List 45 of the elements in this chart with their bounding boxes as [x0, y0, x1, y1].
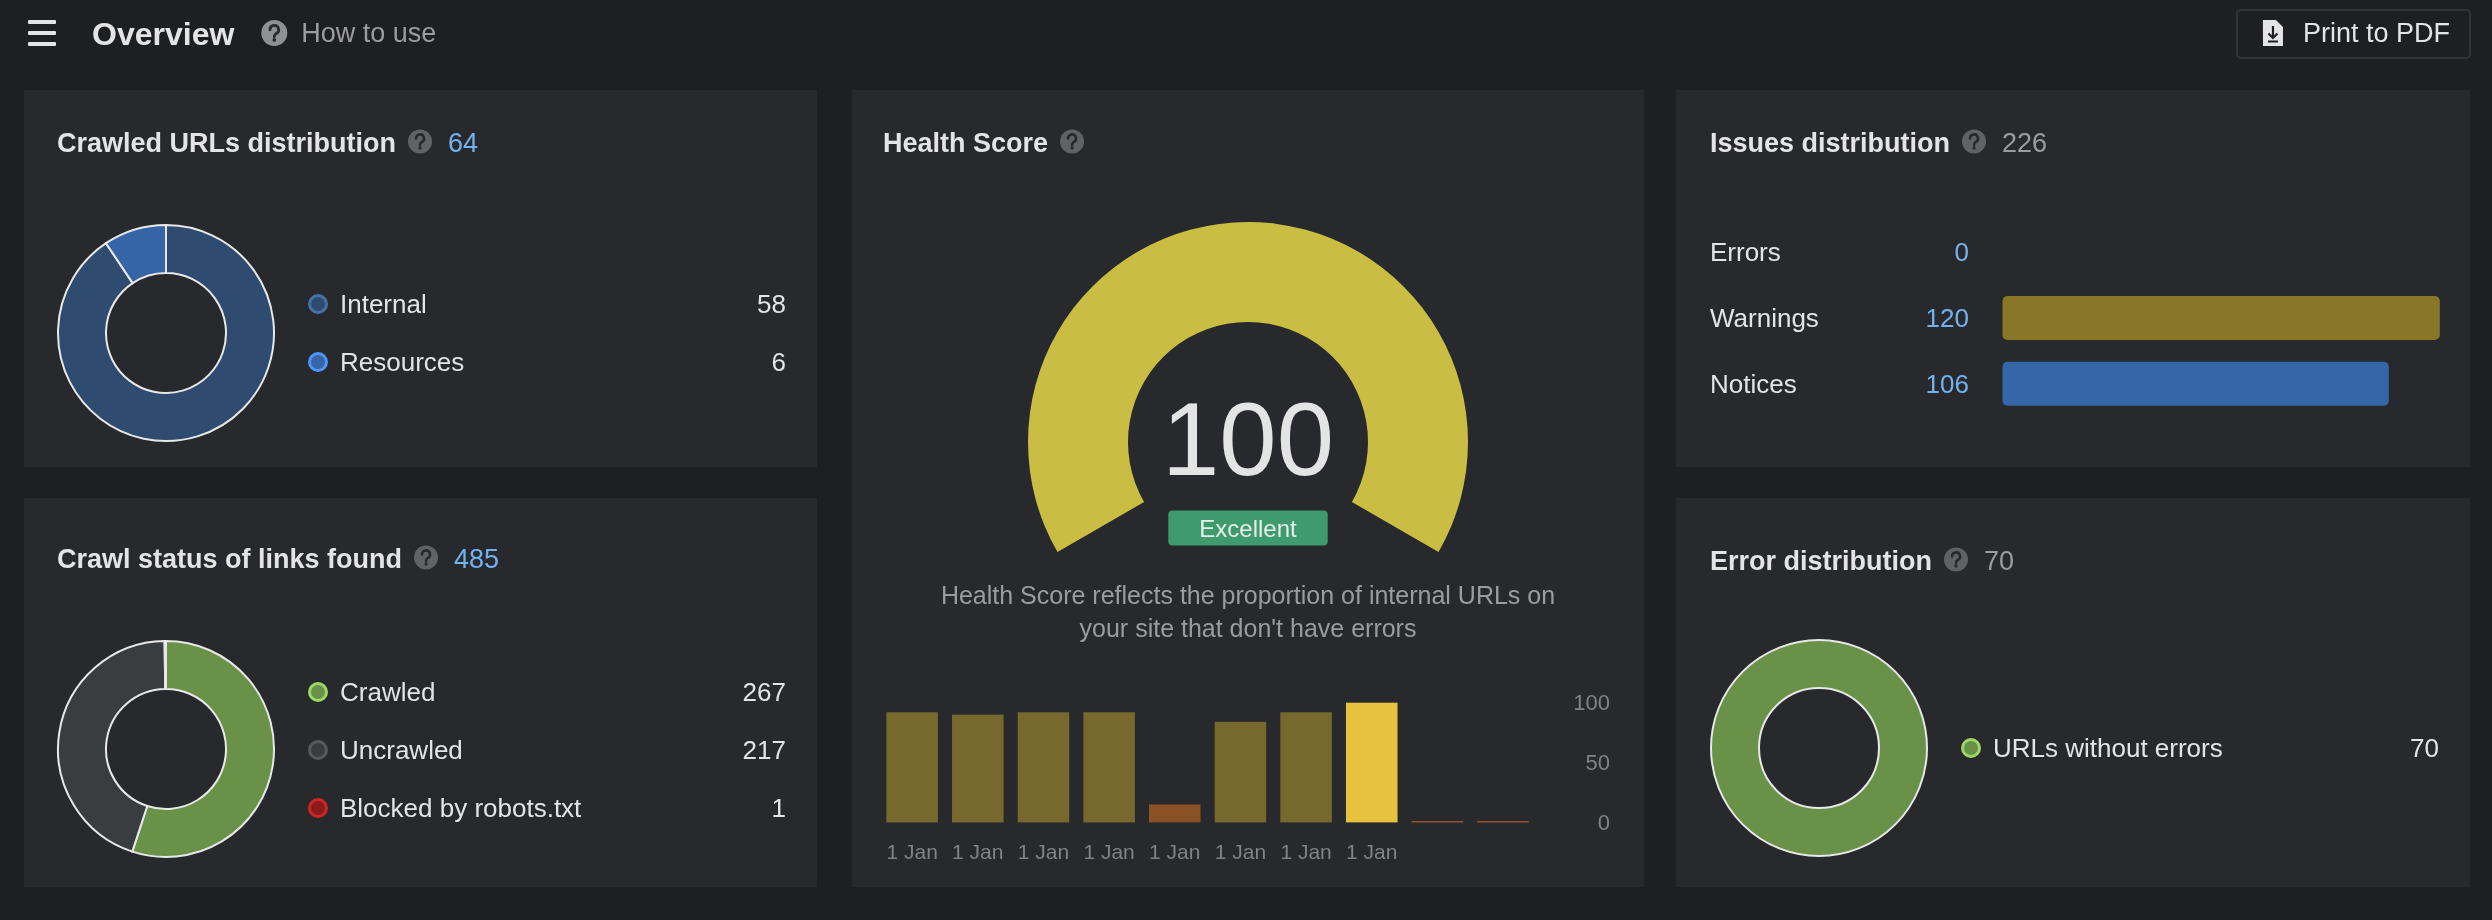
x-tick-label: 1 Jan	[886, 840, 938, 864]
chart-title: Health Score	[883, 128, 1049, 158]
y-tick-label: 50	[1585, 750, 1610, 776]
x-tick-label: 1 Jan	[1346, 840, 1398, 864]
bar	[1017, 712, 1070, 823]
chart-title: Crawled URLs distribution	[57, 128, 397, 158]
text: Health Score reflects the proportion of internal URLs on your site that don't have errors	[940, 581, 1556, 642]
bar	[1280, 712, 1332, 823]
legend-label: Crawled	[340, 677, 436, 708]
data-label: 267	[742, 677, 786, 708]
y-tick-label: 0	[1597, 810, 1610, 836]
legend-label: Internal	[340, 289, 427, 320]
donut-slice	[57, 224, 275, 442]
y-tick-label: 100	[1573, 690, 1610, 716]
bar	[1345, 702, 1398, 823]
x-tick-label: 1 Jan	[1214, 840, 1267, 864]
chart-subtitle: 70	[1984, 546, 2015, 576]
legend-label: URLs without errors	[1993, 733, 2223, 764]
bar	[1083, 712, 1135, 823]
text: Print to PDF	[2302, 18, 2451, 48]
text: How to use	[301, 18, 437, 48]
data-label: 1	[771, 793, 786, 824]
data-label: 6	[771, 347, 786, 378]
x-tick-label: 1 Jan	[1083, 840, 1135, 864]
chart-subtitle: 64	[448, 128, 479, 158]
chart-title: Error distribution	[1710, 546, 1932, 576]
x-tick-label: 1 Jan	[952, 840, 1004, 864]
data-label: 100	[1162, 382, 1334, 498]
legend-label: Uncrawled	[340, 735, 463, 766]
bar	[1214, 721, 1267, 823]
text: Overview	[92, 16, 235, 52]
bar	[952, 714, 1004, 823]
chart-title: Crawl status of links found	[57, 544, 403, 574]
x-tick-label: 1 Jan	[1017, 840, 1070, 864]
x-tick-label: 1 Jan	[1149, 840, 1201, 864]
data-label: 217	[742, 735, 786, 766]
data-label: 58	[757, 289, 786, 320]
legend-label: Blocked by robots.txt	[340, 793, 583, 824]
legend-label: Resources	[340, 347, 465, 378]
chart-subtitle: 485	[454, 544, 500, 574]
text: Excellent	[1199, 514, 1298, 542]
data-label: 70	[2410, 733, 2439, 764]
bar	[886, 712, 938, 823]
x-tick-label: 1 Jan	[1280, 840, 1332, 864]
bar	[1149, 804, 1201, 823]
